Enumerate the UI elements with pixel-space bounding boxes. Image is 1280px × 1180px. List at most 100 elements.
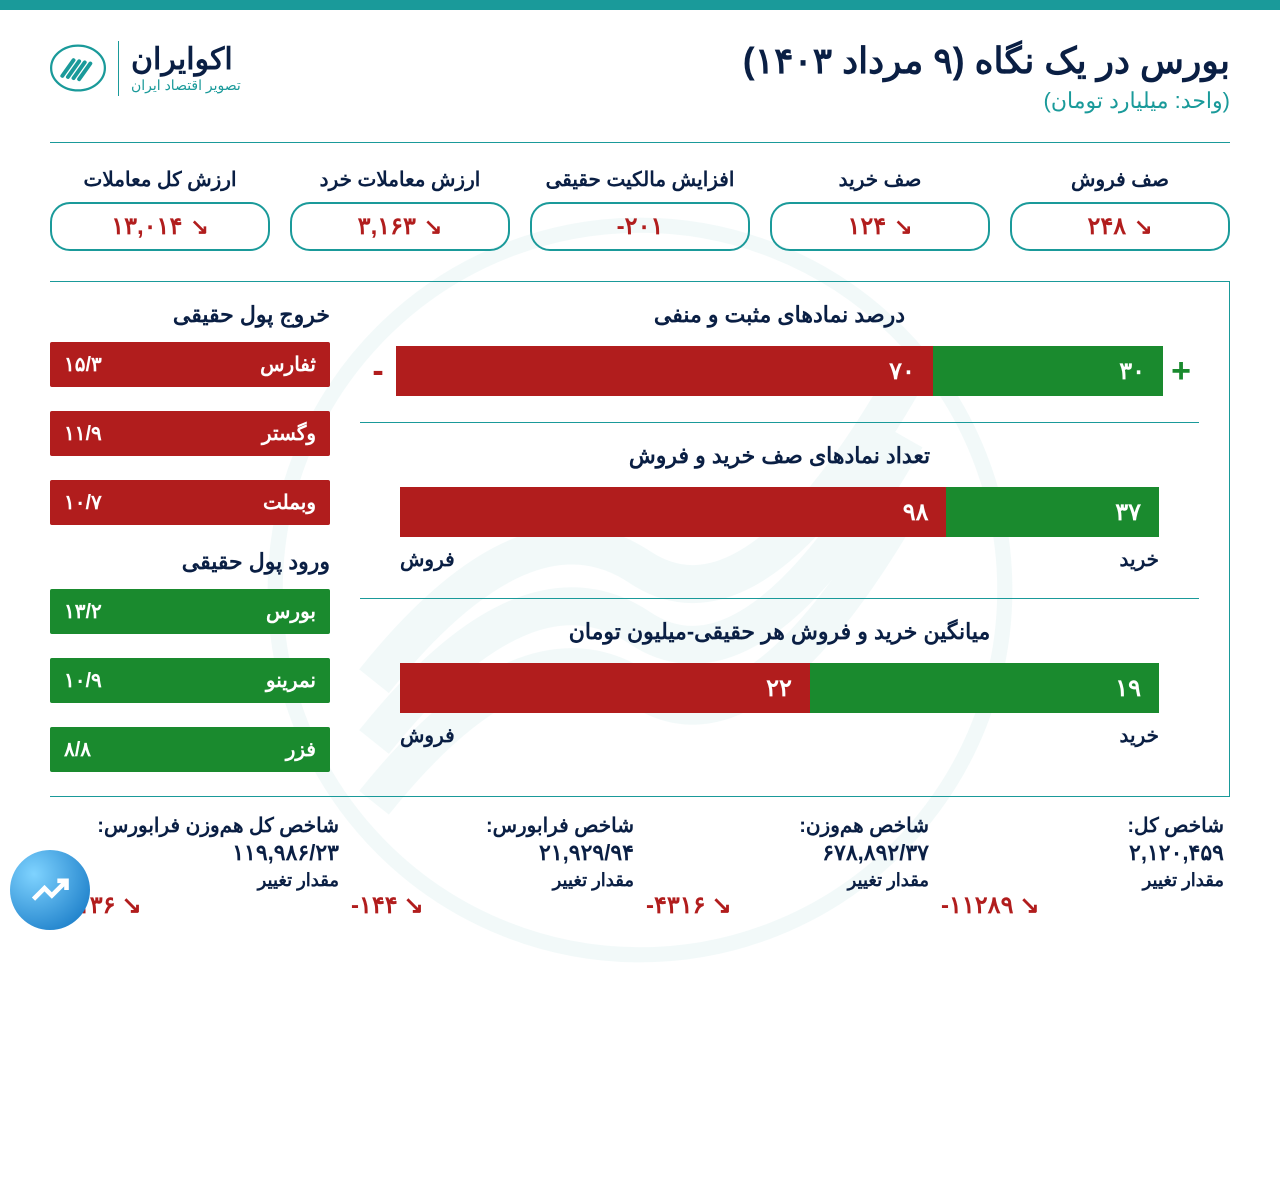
stat-label: صف خرید [770, 167, 990, 192]
index-value: ۲۱,۹۲۹/۹۴ [351, 840, 634, 866]
index-card: شاخص هم‌وزن: ۶۷۸,۸۹۲/۳۷ مقدار تغییر ↘ ۴۳… [640, 813, 935, 920]
page-subtitle: (واحد: میلیارد تومان) [743, 88, 1230, 114]
header: بورس در یک نگاه (۹ مرداد ۱۴۰۳) (واحد: می… [50, 10, 1230, 134]
stat-pill: ↘ ۳,۱۶۳ [290, 202, 510, 251]
index-change: ↘ ۱۴۴- [351, 891, 634, 920]
index-change-label: مقدار تغییر [56, 870, 339, 891]
top-accent-bar [0, 0, 1280, 10]
label-sell: فروش [400, 723, 455, 748]
stat-pill: ↘ ۱۳,۰۱۴ [50, 202, 270, 251]
bar-buy-queue-value: ۳۷ [1115, 498, 1141, 527]
flow-name: ثفارس [260, 352, 316, 377]
bar-negative-value: ۷۰ [889, 357, 915, 386]
label-sell: فروش [400, 547, 455, 572]
bar-avg-sell: ۲۲ [400, 663, 810, 713]
arrow-down-icon: ↘ [1019, 891, 1039, 920]
bar-avg-sell-value: ۲۲ [766, 674, 792, 703]
bar-positive-value: ۳۰ [1119, 357, 1145, 386]
index-change: ↘ ۱۱۳۶- [56, 891, 339, 920]
index-change: ↘ ۱۱۲۸۹- [941, 891, 1224, 920]
flow-value: ۱۱/۹ [64, 421, 102, 446]
index-change-label: مقدار تغییر [941, 870, 1224, 891]
stat-card: افزایش مالکیت حقیقی ۲۰۱- [530, 167, 750, 251]
flow-name: وبملت [263, 490, 316, 515]
arrow-down-icon: ↘ [122, 891, 142, 920]
minus-icon: - [360, 352, 396, 391]
arrow-down-icon: ↘ [424, 214, 442, 240]
chart-avg: میانگین خرید و فروش هر حقیقی-میلیون توما… [360, 599, 1199, 774]
stat-value: ۱۲۴ [847, 212, 886, 241]
flow-bar: وبملت ۱۰/۷ [50, 480, 330, 525]
bar-buy-queue: ۳۷ [946, 487, 1159, 537]
index-title: شاخص کل هم‌وزن فرابورس: [56, 813, 339, 838]
arrow-down-icon: ↘ [1134, 214, 1152, 240]
bar-avg-buy-value: ۱۹ [1115, 674, 1141, 703]
flow-name: بورس [266, 599, 316, 624]
stat-value: ۲۴۸ [1087, 212, 1126, 241]
bar-negative: ۷۰ [396, 346, 933, 396]
label-buy: خرید [1120, 547, 1159, 572]
logo-divider [118, 41, 119, 96]
chart-pos-neg: درصد نمادهای مثبت و منفی + ۳۰ ۷۰ - [360, 282, 1199, 423]
index-value: ۱۱۹,۹۸۶/۲۳ [56, 840, 339, 866]
inflow-title: ورود پول حقیقی [50, 549, 330, 575]
arrow-down-icon: ↘ [404, 891, 424, 920]
index-value: ۲,۱۲۰,۴۵۹ [941, 840, 1224, 866]
index-change: ↘ ۴۳۱۶- [646, 891, 929, 920]
logo-main-text: اکوایران [131, 42, 241, 77]
stat-pill: ۲۰۱- [530, 202, 750, 251]
stat-value: ۱۳,۰۱۴ [111, 212, 182, 241]
stat-value: ۳,۱۶۳ [358, 212, 416, 241]
arrow-down-icon: ↘ [712, 891, 732, 920]
bar-positive: ۳۰ [933, 346, 1163, 396]
plus-icon: + [1163, 352, 1199, 391]
flow-value: ۱۰/۷ [64, 490, 102, 515]
indices-row: شاخص کل: ۲,۱۲۰,۴۵۹ مقدار تغییر ↘ ۱۱۲۸۹- … [50, 796, 1230, 920]
brand-icon [50, 40, 106, 96]
stat-pill: ↘ ۲۴۸ [1010, 202, 1230, 251]
stat-card: ارزش معاملات خرد ↘ ۳,۱۶۳ [290, 167, 510, 251]
index-title: شاخص کل: [941, 813, 1224, 838]
bar-sell-queue-value: ۹۸ [903, 498, 929, 527]
arrow-down-icon: ↘ [190, 214, 208, 240]
stat-value: ۲۰۱- [617, 212, 664, 241]
index-card: شاخص فرابورس: ۲۱,۹۲۹/۹۴ مقدار تغییر ↘ ۱۴… [345, 813, 640, 920]
flow-name: نمرینو [266, 668, 316, 693]
charts-column: درصد نمادهای مثبت و منفی + ۳۰ ۷۰ - تع [360, 282, 1230, 796]
chart-badge-icon [10, 850, 90, 930]
index-change-label: مقدار تغییر [351, 870, 634, 891]
label-buy: خرید [1120, 723, 1159, 748]
index-change-label: مقدار تغییر [646, 870, 929, 891]
stat-label: ارزش معاملات خرد [290, 167, 510, 192]
chart-queue: تعداد نمادهای صف خرید و فروش ۳۷ ۹۸ خرید … [360, 423, 1199, 599]
outflow-title: خروج پول حقیقی [50, 302, 330, 328]
bar-avg-buy: ۱۹ [810, 663, 1159, 713]
stat-label: صف فروش [1010, 167, 1230, 192]
money-flow-sidebar: خروج پول حقیقی ثفارس ۱۵/۳ وگستر ۱۱/۹ وبملت ۱۰… [50, 282, 330, 796]
logo-sub-text: تصویر اقتصاد ایران [131, 77, 241, 94]
index-value: ۶۷۸,۸۹۲/۳۷ [646, 840, 929, 866]
flow-name: فزر [286, 737, 316, 762]
arrow-down-icon: ↘ [894, 214, 912, 240]
index-change-value: ۱۴۴- [351, 891, 398, 920]
flow-bar: بورس۱۳/۲ [50, 589, 330, 634]
stat-pill: ↘ ۱۲۴ [770, 202, 990, 251]
flow-bar: وگستر ۱۱/۹ [50, 411, 330, 456]
stat-card: ارزش کل معاملات ↘ ۱۳,۰۱۴ [50, 167, 270, 251]
index-change-value: ۱۱۲۸۹- [941, 891, 1013, 920]
stat-label: ارزش کل معاملات [50, 167, 270, 192]
index-card: شاخص کل: ۲,۱۲۰,۴۵۹ مقدار تغییر ↘ ۱۱۲۸۹- [935, 813, 1230, 920]
stats-row: ارزش کل معاملات ↘ ۱۳,۰۱۴ ارزش معاملات خرد… [50, 167, 1230, 251]
index-change-value: ۴۳۱۶- [646, 891, 706, 920]
flow-name: وگستر [262, 421, 316, 446]
stat-label: افزایش مالکیت حقیقی [530, 167, 750, 192]
chart-title: تعداد نمادهای صف خرید و فروش [360, 443, 1199, 469]
index-title: شاخص هم‌وزن: [646, 813, 929, 838]
bar-sell-queue: ۹۸ [400, 487, 946, 537]
index-title: شاخص فرابورس: [351, 813, 634, 838]
flow-value: ۱۵/۳ [64, 352, 102, 377]
flow-bar: ثفارس ۱۵/۳ [50, 342, 330, 387]
flow-bar: نمرینو۱۰/۹ [50, 658, 330, 703]
stat-card: صف فروش ↘ ۲۴۸ [1010, 167, 1230, 251]
divider [50, 142, 1230, 143]
